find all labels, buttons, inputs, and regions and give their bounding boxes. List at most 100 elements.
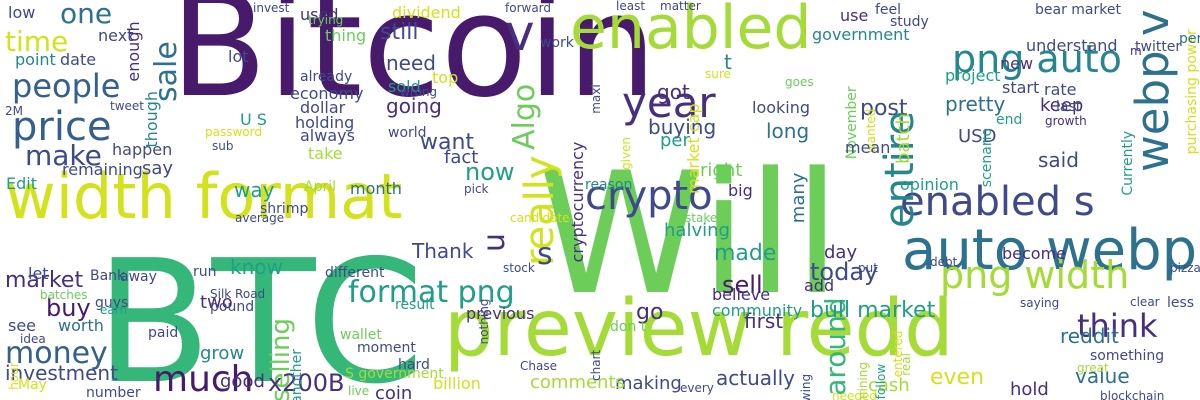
word-pretty: pretty [945, 92, 1006, 116]
word-scenario: scenario [979, 127, 995, 188]
word-now: now [465, 158, 515, 186]
word-enough: enough [124, 21, 143, 82]
word-take: take [308, 144, 343, 163]
word-x200b: x200B [268, 369, 345, 397]
word-day: day [824, 242, 858, 263]
word-png-auto: png auto [952, 37, 1122, 81]
word-lot: lot [228, 47, 249, 66]
word-saying: saying [1020, 296, 1060, 310]
word-way: way [234, 178, 275, 202]
word-pound: pound [210, 299, 255, 315]
word-away: away [120, 269, 157, 285]
word-dollar: dollar [300, 98, 346, 117]
word-usd: USD [958, 126, 997, 147]
word-mean: mean [845, 138, 891, 157]
word-making: making [615, 373, 682, 394]
word-work: work [540, 35, 574, 51]
word-still: still [380, 20, 419, 45]
word-need: need [386, 51, 436, 75]
word-worth: worth [58, 316, 104, 335]
word-format-png: format png [348, 275, 515, 310]
word-say: say [142, 158, 174, 179]
word-purchasing-power: purchasing power [1184, 29, 1200, 155]
word-hold: hold [1010, 379, 1049, 400]
word-enabled: enabled [570, 0, 812, 63]
word-another: another [289, 349, 305, 400]
word-tweet: tweet [110, 99, 144, 113]
word-matter: matter [660, 0, 701, 13]
word-holding: holding [295, 113, 355, 132]
word-u: u [477, 232, 512, 252]
word-sure: sure [705, 67, 731, 81]
word-date: date [60, 50, 97, 69]
word-twitter: twitter [1135, 39, 1182, 55]
word-right: right [700, 160, 743, 181]
word-billion: billion [433, 374, 481, 393]
word-guys: guys [95, 295, 129, 311]
word-world: world [388, 125, 427, 141]
word-stock: stock [503, 261, 535, 275]
word-earn: earn [100, 303, 128, 317]
word-always: always [300, 126, 355, 145]
word-every: every [680, 381, 714, 395]
word-coin: coin [375, 383, 413, 400]
word-reason: reason [585, 177, 633, 193]
word-person: person [1179, 31, 1200, 47]
word-said: said [1038, 148, 1079, 172]
word-currently: Currently [1120, 130, 1136, 196]
word-silk-road: Silk Road [210, 287, 266, 301]
word-going: going [386, 94, 442, 118]
word-following: following [799, 374, 813, 400]
word-reddit: reddit [1060, 324, 1119, 348]
word-sub: sub [212, 139, 234, 153]
word-sell: sell [722, 271, 763, 299]
word-growth: growth [1045, 114, 1087, 128]
word-make: make [25, 139, 102, 172]
word-u-s: U S [240, 110, 267, 129]
word-see: see [8, 316, 37, 335]
word-per: per [660, 130, 690, 151]
word-maxi: maxi [589, 84, 603, 114]
word-economy: economy [290, 84, 364, 103]
word-forward: forward [505, 1, 552, 15]
word-government: government [812, 25, 910, 44]
word-cash: cash [868, 375, 910, 396]
word-password: password [205, 125, 262, 139]
word-preview-redd: preview redd [444, 284, 954, 374]
word-nothing: nothing [477, 298, 491, 345]
word-people: people [12, 67, 121, 105]
word-remaining: remaining [62, 160, 143, 179]
word-shrimp: shrimp [260, 201, 309, 217]
word-top: top [432, 68, 459, 87]
word-goes: goes [785, 75, 814, 89]
word-want: want [420, 130, 475, 155]
word-money: money [5, 336, 108, 371]
word-market-cap: market cap [684, 103, 703, 194]
word-less: less [1167, 295, 1195, 311]
word-least: least [616, 0, 646, 13]
word-community: community [712, 301, 803, 320]
word-month: month [350, 179, 402, 198]
word-v: v [505, 4, 535, 62]
word-though: though [142, 90, 161, 148]
word-bank: Bank [90, 268, 126, 284]
word-thing: thing [325, 26, 367, 45]
word-invest: invest [253, 1, 290, 15]
word-halving: halving [664, 220, 730, 241]
word-price: price [12, 104, 112, 150]
word-t: t [724, 50, 732, 74]
word-pick: pick [464, 182, 489, 196]
word-idea: idea [20, 332, 46, 346]
word-bitcoin: Bitcoin [170, 0, 657, 129]
word-candidate: candidate [510, 211, 570, 225]
word-entered: entered [891, 330, 905, 378]
word-may: May [18, 377, 47, 393]
word-algo: Algo [507, 83, 542, 150]
word-follow: follow [874, 363, 888, 400]
word-new: new [1000, 54, 1034, 73]
word-cryptocurrency: cryptocurrency [568, 141, 587, 263]
word-one: one [60, 0, 113, 30]
word-buying: buying [648, 115, 717, 139]
word-comments: comments [530, 372, 625, 393]
